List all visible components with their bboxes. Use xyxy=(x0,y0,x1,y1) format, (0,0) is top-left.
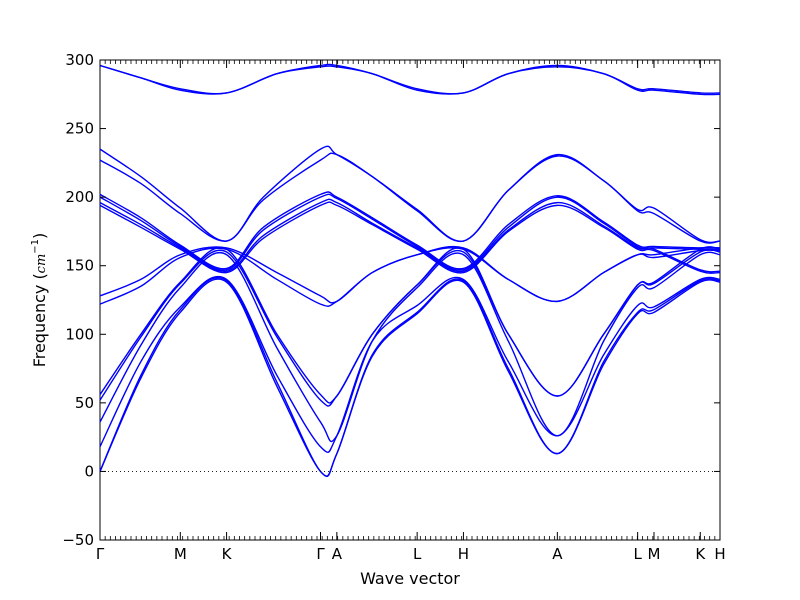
y-tick-label: 150 xyxy=(65,257,94,275)
x-tick-label: M xyxy=(174,545,187,563)
x-tick-label: L xyxy=(633,545,642,563)
dispersion-branch-1 xyxy=(99,63,721,95)
dispersion-branch-3 xyxy=(99,145,721,244)
y-tick-label: −50 xyxy=(62,531,94,549)
y-tick-label: 100 xyxy=(65,325,94,343)
y-tick-label: 200 xyxy=(65,188,94,206)
x-minor-ticks xyxy=(99,60,721,540)
x-axis-label: Wave vector xyxy=(360,569,460,588)
y-axis-label: Frequency (cm−1) xyxy=(30,233,49,368)
dispersion-branch-8 xyxy=(99,201,721,274)
y-tick-label: 250 xyxy=(65,120,94,138)
dispersion-branch-7 xyxy=(99,198,721,273)
x-tick-label: M xyxy=(648,545,661,563)
y-tick-label: 50 xyxy=(75,394,94,412)
y-tick-label: 0 xyxy=(84,462,94,480)
x-tick-label: A xyxy=(332,545,343,563)
dispersion-branch-14 xyxy=(99,276,721,454)
dispersion-branch-4 xyxy=(99,152,721,244)
dispersion-branch-16 xyxy=(99,278,721,477)
x-tick-label: H xyxy=(714,545,725,563)
dispersion-branch-10 xyxy=(99,247,721,307)
y-ticks: −50 0 50 100 150 200 250 300 xyxy=(62,51,720,549)
series-layer xyxy=(99,63,721,478)
x-tick-label: Γ xyxy=(96,545,105,563)
dispersion-branch-15 xyxy=(99,277,721,478)
dispersion-branch-5 xyxy=(99,191,721,270)
x-tick-label: H xyxy=(458,545,469,563)
dispersion-branch-13 xyxy=(99,251,721,443)
x-tick-label: K xyxy=(222,545,233,563)
x-tick-label: A xyxy=(552,545,563,563)
dispersion-branch-12 xyxy=(99,248,721,407)
y-tick-label: 300 xyxy=(65,51,94,69)
dispersion-branch-2 xyxy=(99,64,721,96)
x-tick-label: L xyxy=(413,545,422,563)
x-tick-label: K xyxy=(695,545,706,563)
x-tick-label: Γ xyxy=(316,545,325,563)
